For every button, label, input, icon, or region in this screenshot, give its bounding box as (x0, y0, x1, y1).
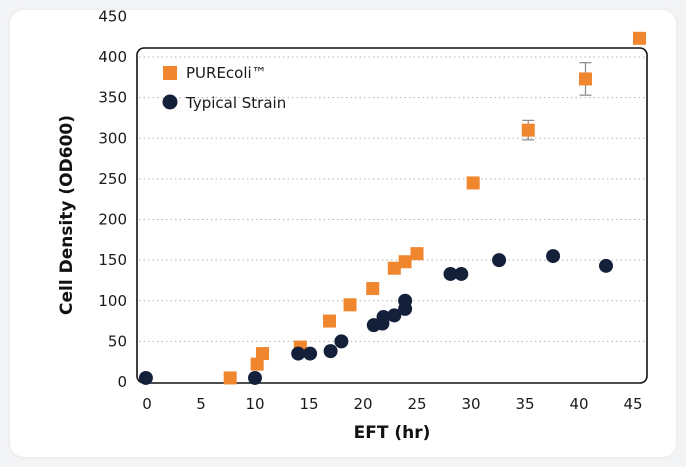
data-point-typical-strain-4 (323, 344, 338, 359)
data-point-typical-strain-1 (248, 370, 262, 385)
data-point-typical-strain-15 (546, 249, 561, 264)
data-point-typical-strain-2 (291, 346, 306, 361)
series-purecoli (223, 31, 646, 385)
y-tick-label-0: 0 (117, 373, 127, 391)
data-point-purecoli-0 (223, 371, 237, 385)
x-tick-label-10: 10 (245, 395, 264, 413)
data-point-purecoli-6 (366, 282, 380, 296)
y-tick-label-50: 50 (108, 332, 127, 350)
x-tick-label-0: 0 (142, 395, 152, 413)
legend-marker-purecoli (163, 66, 177, 80)
y-axis-ticks: 0 50 100 150 200 250 300 350 400 450 (98, 7, 127, 391)
error-bars (522, 62, 592, 141)
legend-label-purecoli: PUREcoli™ (186, 64, 267, 82)
x-tick-label-45: 45 (623, 395, 642, 413)
data-point-purecoli-5 (343, 298, 357, 312)
legend: PUREcoli™ Typical Strain (162, 64, 286, 112)
x-tick-label-40: 40 (569, 395, 588, 413)
data-point-purecoli-10 (466, 176, 480, 190)
y-tick-label-150: 150 (98, 251, 127, 269)
y-tick-label-350: 350 (98, 89, 127, 107)
data-point-typical-strain-12 (443, 266, 458, 281)
data-point-purecoli-1 (250, 357, 264, 371)
x-tick-label-15: 15 (299, 395, 318, 413)
grid-lines (139, 56, 645, 342)
series-typical-strain (138, 249, 613, 385)
data-point-purecoli-4 (323, 314, 337, 328)
data-point-purecoli-8 (398, 255, 412, 269)
x-tick-label-5: 5 (196, 395, 206, 413)
x-tick-label-20: 20 (353, 395, 372, 413)
x-tick-label-25: 25 (407, 395, 426, 413)
legend-label-typical-strain: Typical Strain (185, 94, 286, 112)
data-point-typical-strain-5 (334, 334, 349, 349)
data-point-purecoli-11 (521, 123, 535, 137)
data-point-typical-strain-16 (599, 258, 613, 273)
data-point-typical-strain-8 (376, 310, 391, 324)
data-point-purecoli-9 (410, 247, 424, 261)
data-point-purecoli-2 (256, 347, 270, 361)
y-axis-title: Cell Density (OD600) (57, 115, 77, 315)
y-tick-label-200: 200 (98, 211, 127, 229)
data-point-typical-strain-13 (454, 266, 469, 281)
data-points (138, 31, 646, 385)
x-axis-title: EFT (hr) (354, 423, 431, 443)
plot-frame (136, 47, 648, 384)
data-point-typical-strain-9 (387, 308, 402, 323)
y-tick-label-250: 250 (98, 170, 127, 188)
data-point-typical-strain-0 (138, 370, 153, 385)
y-tick-label-300: 300 (98, 129, 127, 147)
legend-marker-typical-strain (162, 94, 178, 110)
y-tick-label-450: 450 (98, 7, 127, 25)
x-tick-label-30: 30 (461, 395, 480, 413)
data-point-typical-strain-11 (398, 293, 413, 308)
data-point-typical-strain-14 (492, 253, 507, 268)
data-point-purecoli-13 (632, 31, 646, 45)
data-point-purecoli-7 (387, 261, 401, 275)
data-point-purecoli-12 (578, 72, 592, 86)
x-tick-label-35: 35 (515, 395, 534, 413)
y-tick-label-100: 100 (98, 292, 127, 310)
x-axis-ticks: 0 5 10 15 20 25 30 35 40 45 (142, 395, 642, 413)
data-point-typical-strain-3 (303, 346, 318, 361)
y-tick-label-400: 400 (98, 48, 127, 66)
